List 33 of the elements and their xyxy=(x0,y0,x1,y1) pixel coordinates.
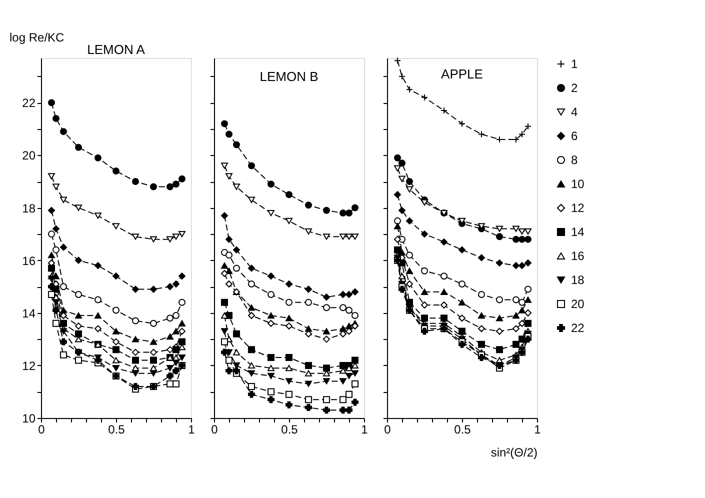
y-tick-label: 10 xyxy=(22,412,36,426)
legend-label: 10 xyxy=(571,177,585,191)
y-tick-label: 18 xyxy=(22,201,36,216)
legend-label: 12 xyxy=(571,201,585,215)
legend-label: 18 xyxy=(571,273,585,287)
y-tick-label: 14 xyxy=(22,306,36,320)
text: LEMON B xyxy=(260,69,318,84)
legend-label: 16 xyxy=(571,249,585,263)
x-tick-label: 0 xyxy=(211,422,218,436)
y-tick-label: 16 xyxy=(22,254,36,268)
x-tick-label: 0 xyxy=(38,422,46,436)
legend-label: 20 xyxy=(571,297,585,311)
x-tick-label: 0.5 xyxy=(454,422,472,436)
legend-label: 22 xyxy=(571,321,585,335)
x-axis-title: sin²(Θ/2) xyxy=(490,446,538,460)
chart-title: LEMON A xyxy=(87,42,146,57)
y-tick-label: 20 xyxy=(22,148,36,163)
x-tick-label: 0 xyxy=(384,422,392,436)
legend-label: 4 xyxy=(571,105,578,119)
y-tick-label: 22 xyxy=(22,96,36,110)
legend-label: 14 xyxy=(571,225,585,239)
x-tick-label: 0.5 xyxy=(281,422,298,436)
x-tick-label: 1 xyxy=(188,422,196,436)
x-tick-label: 0.5 xyxy=(108,422,126,436)
text: APPLE xyxy=(441,66,484,82)
legend-label: 1 xyxy=(571,57,578,71)
x-tick-label: 1 xyxy=(534,422,542,436)
legend-label: 6 xyxy=(571,129,578,143)
x-tick-label: 1 xyxy=(361,422,368,436)
y-axis-title: log Re/KC xyxy=(10,30,65,44)
legend-label: 8 xyxy=(571,153,578,167)
legend-label: 2 xyxy=(571,81,578,95)
y-tick-label: 12 xyxy=(22,358,36,373)
